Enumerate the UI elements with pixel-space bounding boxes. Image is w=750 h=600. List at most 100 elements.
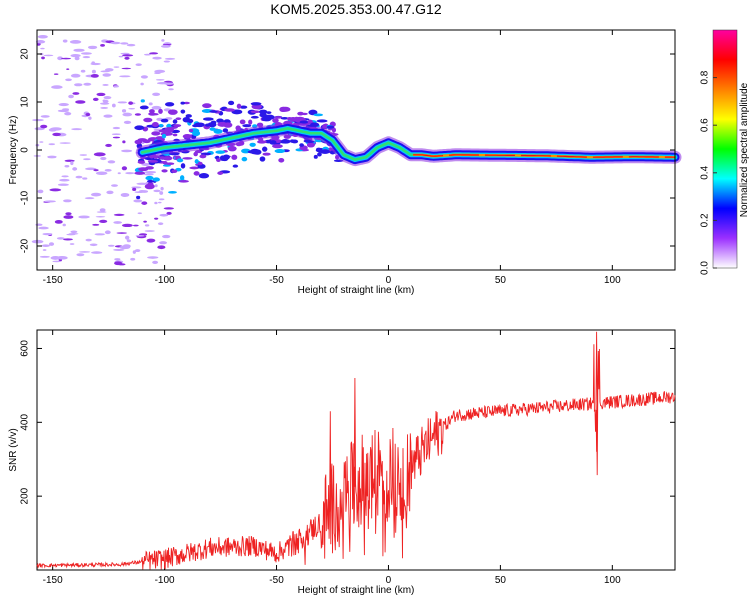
cloud-blob — [261, 146, 268, 152]
noise-blob — [124, 235, 130, 240]
cloud-blob — [173, 124, 182, 128]
noise-blob — [102, 73, 111, 77]
noise-blob — [74, 83, 83, 87]
noise-blob — [40, 47, 45, 50]
noise-blob — [140, 75, 148, 79]
noise-blob — [133, 199, 143, 203]
noise-blob — [131, 186, 142, 189]
noise-blob — [128, 107, 136, 110]
cloud-blob — [231, 154, 238, 160]
noise-blob — [117, 263, 126, 266]
spectrogram-marks — [31, 35, 682, 266]
cloud-blob — [151, 131, 161, 136]
noise-blob — [93, 152, 106, 157]
cloud-blob — [313, 154, 318, 159]
noise-blob — [59, 142, 71, 144]
cloud-blob — [140, 99, 145, 103]
noise-blob — [58, 102, 69, 107]
noise-blob — [53, 73, 59, 75]
noise-blob — [107, 160, 116, 164]
noise-blob — [116, 232, 128, 234]
cloud-blob — [239, 105, 248, 109]
cloud-blob — [202, 117, 214, 121]
noise-blob — [95, 215, 106, 218]
noise-blob — [160, 44, 171, 48]
cloud-blob — [194, 122, 205, 128]
noise-blob — [113, 213, 125, 216]
cloud-blob — [316, 119, 328, 123]
noise-blob — [96, 211, 107, 213]
noise-blob — [113, 248, 125, 251]
noise-blob — [121, 67, 132, 70]
noise-blob — [126, 43, 136, 47]
noise-blob — [137, 212, 142, 215]
cloud-blob — [274, 149, 286, 154]
noise-blob — [111, 184, 118, 187]
noise-blob — [143, 173, 154, 176]
noise-blob — [111, 103, 116, 108]
noise-blob — [41, 244, 50, 247]
colorbar-ticks: 0.0 0.2 0.4 0.6 0.8 — [700, 70, 717, 275]
noise-blob — [31, 239, 44, 244]
noise-blob — [121, 223, 133, 228]
noise-blob — [92, 223, 100, 226]
noise-blob — [85, 167, 97, 171]
colorbar-gradient — [713, 30, 737, 268]
noise-blob — [123, 120, 132, 125]
cloud-blob — [134, 125, 145, 131]
noise-blob — [57, 183, 69, 186]
colorbar-frame — [712, 29, 738, 269]
noise-blob — [152, 92, 161, 97]
cloud-blob — [266, 111, 272, 114]
cloud-blob — [216, 158, 221, 163]
cloud-blob — [180, 101, 185, 105]
noise-blob — [78, 215, 90, 219]
cloud-blob — [164, 102, 175, 107]
noise-blob — [57, 56, 63, 61]
noise-blob — [117, 101, 128, 104]
cloud-blob — [307, 119, 313, 124]
noise-blob — [76, 253, 85, 257]
noise-blob — [39, 255, 50, 258]
noise-blob — [168, 88, 174, 91]
noise-blob — [148, 102, 153, 106]
noise-blob — [37, 35, 48, 39]
spectrogram-xtick-label: 100 — [604, 275, 621, 286]
noise-blob — [102, 99, 109, 104]
noise-blob — [134, 249, 141, 253]
noise-blob — [163, 207, 175, 210]
noise-blob — [44, 200, 56, 203]
spectrogram-xtick-label: -100 — [155, 275, 175, 286]
colorbar-tick-label: 0.8 — [700, 70, 711, 84]
cloud-blob — [145, 166, 154, 170]
cloud-blob — [176, 158, 184, 163]
cloud-blob — [317, 152, 322, 157]
cloud-blob — [134, 113, 142, 116]
spectrogram-ytick-label: -20 — [20, 238, 31, 253]
noise-blob — [144, 53, 151, 56]
cloud-blob — [289, 116, 297, 122]
noise-blob — [73, 48, 85, 52]
noise-blob — [103, 114, 113, 118]
noise-blob — [112, 126, 121, 130]
noise-blob — [100, 156, 107, 161]
cloud-blob — [227, 145, 237, 152]
cloud-blob — [137, 160, 146, 164]
cloud-blob — [232, 164, 239, 168]
noise-blob — [91, 251, 103, 254]
noise-blob — [99, 219, 108, 223]
snr-series-line — [36, 331, 676, 570]
colorbar-tick-label: 0.6 — [700, 118, 711, 132]
cloud-blob — [172, 119, 178, 124]
noise-blob — [52, 132, 61, 137]
cloud-blob — [280, 117, 289, 120]
noise-blob — [96, 92, 106, 97]
cloud-blob — [161, 133, 167, 139]
cloud-blob — [179, 175, 185, 181]
noise-blob — [120, 192, 130, 197]
noise-blob — [64, 112, 72, 116]
cloud-blob — [235, 125, 241, 131]
noise-blob — [51, 85, 63, 89]
cloud-blob — [241, 156, 248, 162]
